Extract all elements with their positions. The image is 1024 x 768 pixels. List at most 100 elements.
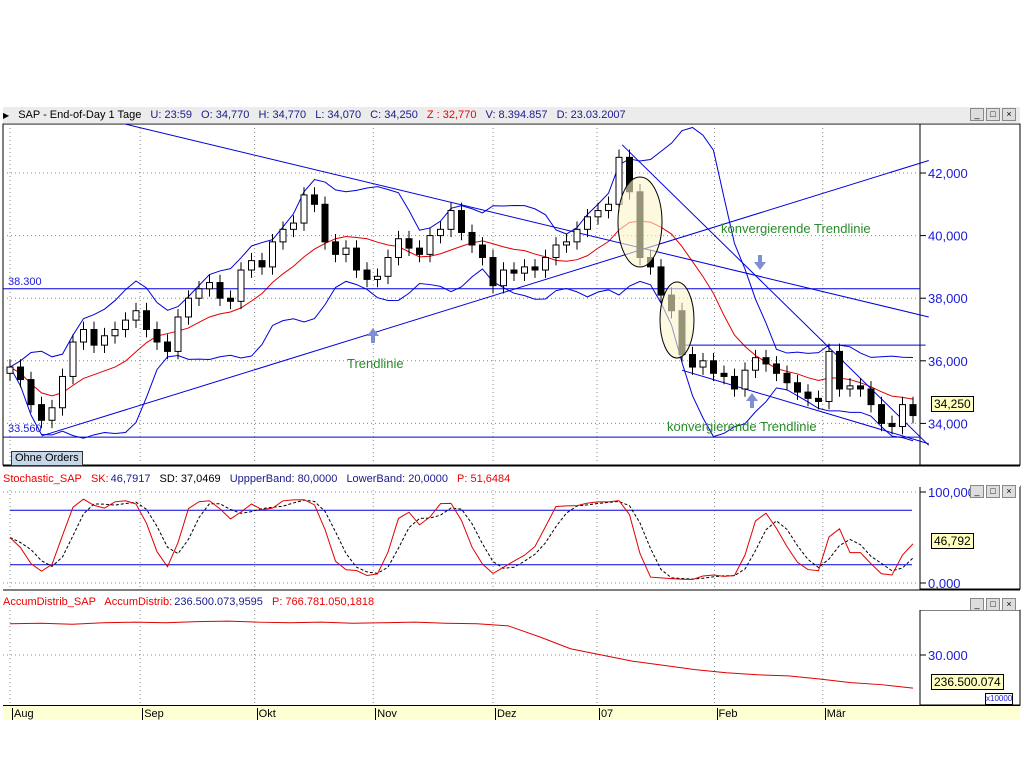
candle <box>531 259 539 278</box>
candle-body <box>594 210 602 218</box>
candle-body <box>489 257 497 287</box>
x-tick-label: Mär <box>824 708 846 720</box>
highlight-ellipse <box>659 281 695 359</box>
arrow-up-icon <box>746 393 758 408</box>
candle <box>174 309 182 360</box>
candle-body <box>710 360 717 374</box>
minimize-button[interactable]: _ <box>970 485 984 498</box>
candle-body <box>27 379 35 406</box>
close-button[interactable]: × <box>1002 485 1016 498</box>
candle-body <box>132 310 140 321</box>
level-high-label: 38.300 <box>8 276 42 288</box>
candle-body <box>206 282 213 290</box>
x-tick-label: Sep <box>142 708 164 720</box>
candle <box>185 290 192 325</box>
ad-multiplier: x10000 <box>985 693 1014 705</box>
candle <box>300 187 308 231</box>
candle <box>48 399 56 429</box>
candle-body <box>741 369 749 390</box>
candle-body <box>384 257 392 277</box>
annotation-konvergierende-1: konvergierende Trendlinie <box>721 221 871 236</box>
minimize-button[interactable]: _ <box>970 108 984 121</box>
candle <box>479 237 486 266</box>
close-button[interactable]: × <box>1002 598 1016 611</box>
candle-body <box>300 194 308 224</box>
ad-label: AccumDistrib: <box>104 596 173 608</box>
x-tick-label: Feb <box>716 708 738 720</box>
candle <box>374 268 381 288</box>
candle <box>258 252 266 275</box>
candle-body <box>279 228 287 243</box>
candle <box>500 262 507 294</box>
candle <box>605 196 612 219</box>
candle <box>615 149 623 213</box>
candle-body <box>468 231 476 246</box>
candle <box>195 280 203 307</box>
x-tick-label: Okt <box>256 708 276 720</box>
ad-panel-header: AccumDistrib_SAP AccumDistrib: 236.500.07… <box>3 594 1020 611</box>
close-button[interactable]: × <box>1002 108 1016 121</box>
annotation-konvergierende-2: konvergierende Trendlinie <box>667 419 817 434</box>
ad-name: AccumDistrib_SAP <box>3 596 96 608</box>
candle-body <box>542 257 549 271</box>
candle <box>720 365 728 385</box>
ad-p: P: 766.781.050,1818 <box>271 596 375 608</box>
minimize-button[interactable]: _ <box>970 598 984 611</box>
candle <box>752 349 759 379</box>
candle-body <box>342 247 350 255</box>
candle-body <box>374 275 381 280</box>
candle-body <box>6 366 14 374</box>
trendline <box>621 144 930 446</box>
candle-body <box>605 203 612 212</box>
candle-body <box>80 329 87 343</box>
maximize-button[interactable]: □ <box>986 485 1000 498</box>
price-tick-label: 42,000 <box>928 166 968 181</box>
maximize-button[interactable]: □ <box>986 598 1000 611</box>
candle-body <box>804 391 812 399</box>
candle-body <box>258 260 266 268</box>
date-value: D: 23.03.2007 <box>556 109 626 121</box>
stochastic-panel-header: Stochastic_SAP SK: 46,7917 SD: 37,0469 Up… <box>3 471 1020 498</box>
candle-body <box>290 222 297 230</box>
stoch-tick-label: 100,000 <box>928 485 975 500</box>
x-tick-label: 07 <box>598 708 614 720</box>
price-plot-frame <box>2 123 921 466</box>
candle <box>164 334 171 360</box>
expand-arrow-icon[interactable]: ▶ <box>3 111 10 120</box>
candle <box>594 202 602 225</box>
candle <box>90 321 98 353</box>
candle-body <box>437 228 444 237</box>
candle-body <box>521 266 528 274</box>
candle-body <box>867 388 875 406</box>
time-value: U: 23:59 <box>150 109 192 121</box>
candle <box>395 230 402 266</box>
candle-body <box>416 247 423 255</box>
candle <box>206 274 213 297</box>
candle <box>153 321 161 350</box>
ohne-orders-button[interactable]: Ohne Orders <box>11 451 83 466</box>
candle-body <box>447 210 455 230</box>
price-tick-label: 40,000 <box>928 229 968 244</box>
bollinger-upper-line <box>9 126 914 368</box>
candle-body <box>857 385 864 390</box>
candle <box>342 240 350 263</box>
candle-body <box>227 297 234 302</box>
candle-body <box>563 241 570 246</box>
price-tick-label: 36,000 <box>928 354 968 369</box>
candle <box>17 359 24 388</box>
candle-body <box>689 354 696 368</box>
candle <box>101 327 108 353</box>
candle <box>216 274 224 307</box>
stoch-value-tag: 46,792 <box>931 533 974 549</box>
low-value: L: 34,070 <box>315 109 362 121</box>
ad-line <box>9 620 914 689</box>
stoch-sk-line <box>9 498 914 580</box>
open-value: O: 34,770 <box>201 109 250 121</box>
price-tick-label: 34,000 <box>928 416 968 431</box>
candle-body <box>311 194 318 205</box>
candle <box>857 378 864 397</box>
trendline <box>41 160 929 437</box>
candle-body <box>458 210 465 233</box>
candle-body <box>815 397 822 402</box>
maximize-button[interactable]: □ <box>986 108 1000 121</box>
